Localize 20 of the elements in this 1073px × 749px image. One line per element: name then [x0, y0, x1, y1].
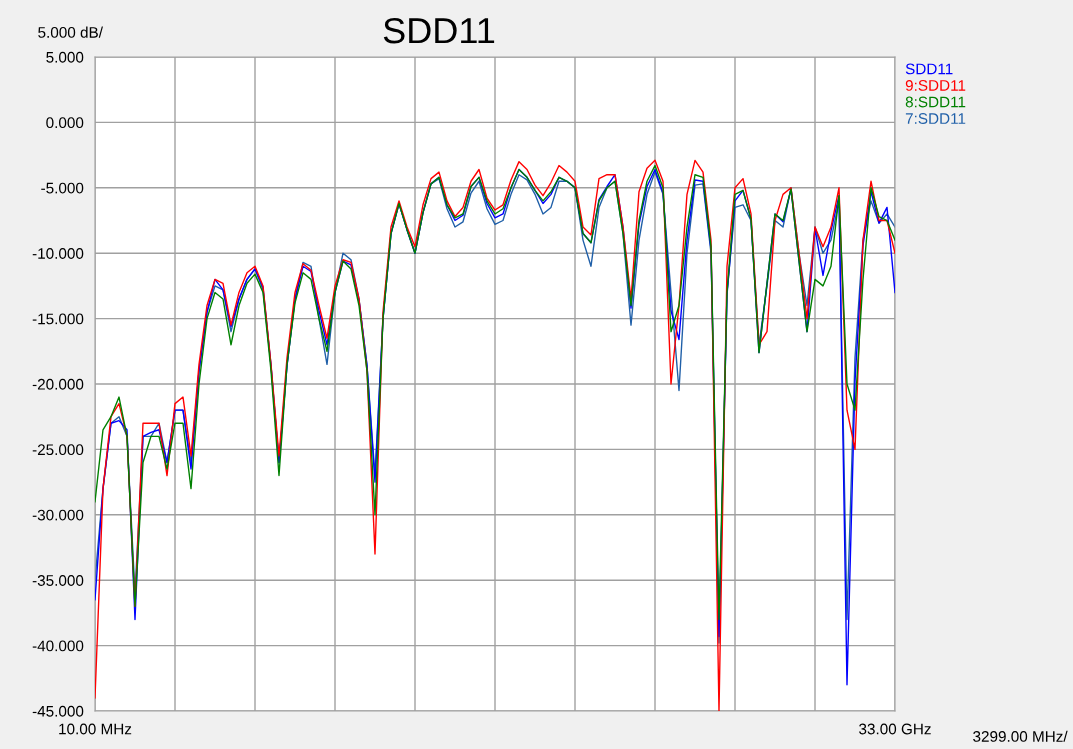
y-tick-label: -15.000 [32, 313, 84, 325]
text: 33.00 GHz [859, 723, 931, 735]
text: 9:SDD11 [905, 80, 966, 91]
text: 5.000 dB/ [38, 26, 103, 38]
y-tick-label: -25.000 [32, 444, 84, 456]
text: 10.00 MHz [59, 723, 132, 735]
y-tick-label: 5.000 [46, 51, 84, 63]
text: 8:SDD11 [905, 96, 966, 108]
text: 3299.00 MHz/ [973, 730, 1068, 742]
y-tick-label: -10.000 [32, 248, 84, 259]
y-tick-label: -30.000 [32, 509, 84, 521]
y-tick-label: -35.000 [32, 575, 84, 586]
y-tick-label: -40.000 [32, 640, 84, 652]
y-tick-label: -45.000 [32, 705, 84, 717]
y-tick-label: 0.000 [46, 117, 84, 129]
y-tick-label: -5.000 [41, 182, 84, 194]
text: 7:SDD11 [905, 113, 966, 124]
text: SDD11 [905, 63, 953, 75]
y-tick-label: -20.000 [32, 378, 84, 390]
chart-title: SDD11 [383, 17, 495, 44]
